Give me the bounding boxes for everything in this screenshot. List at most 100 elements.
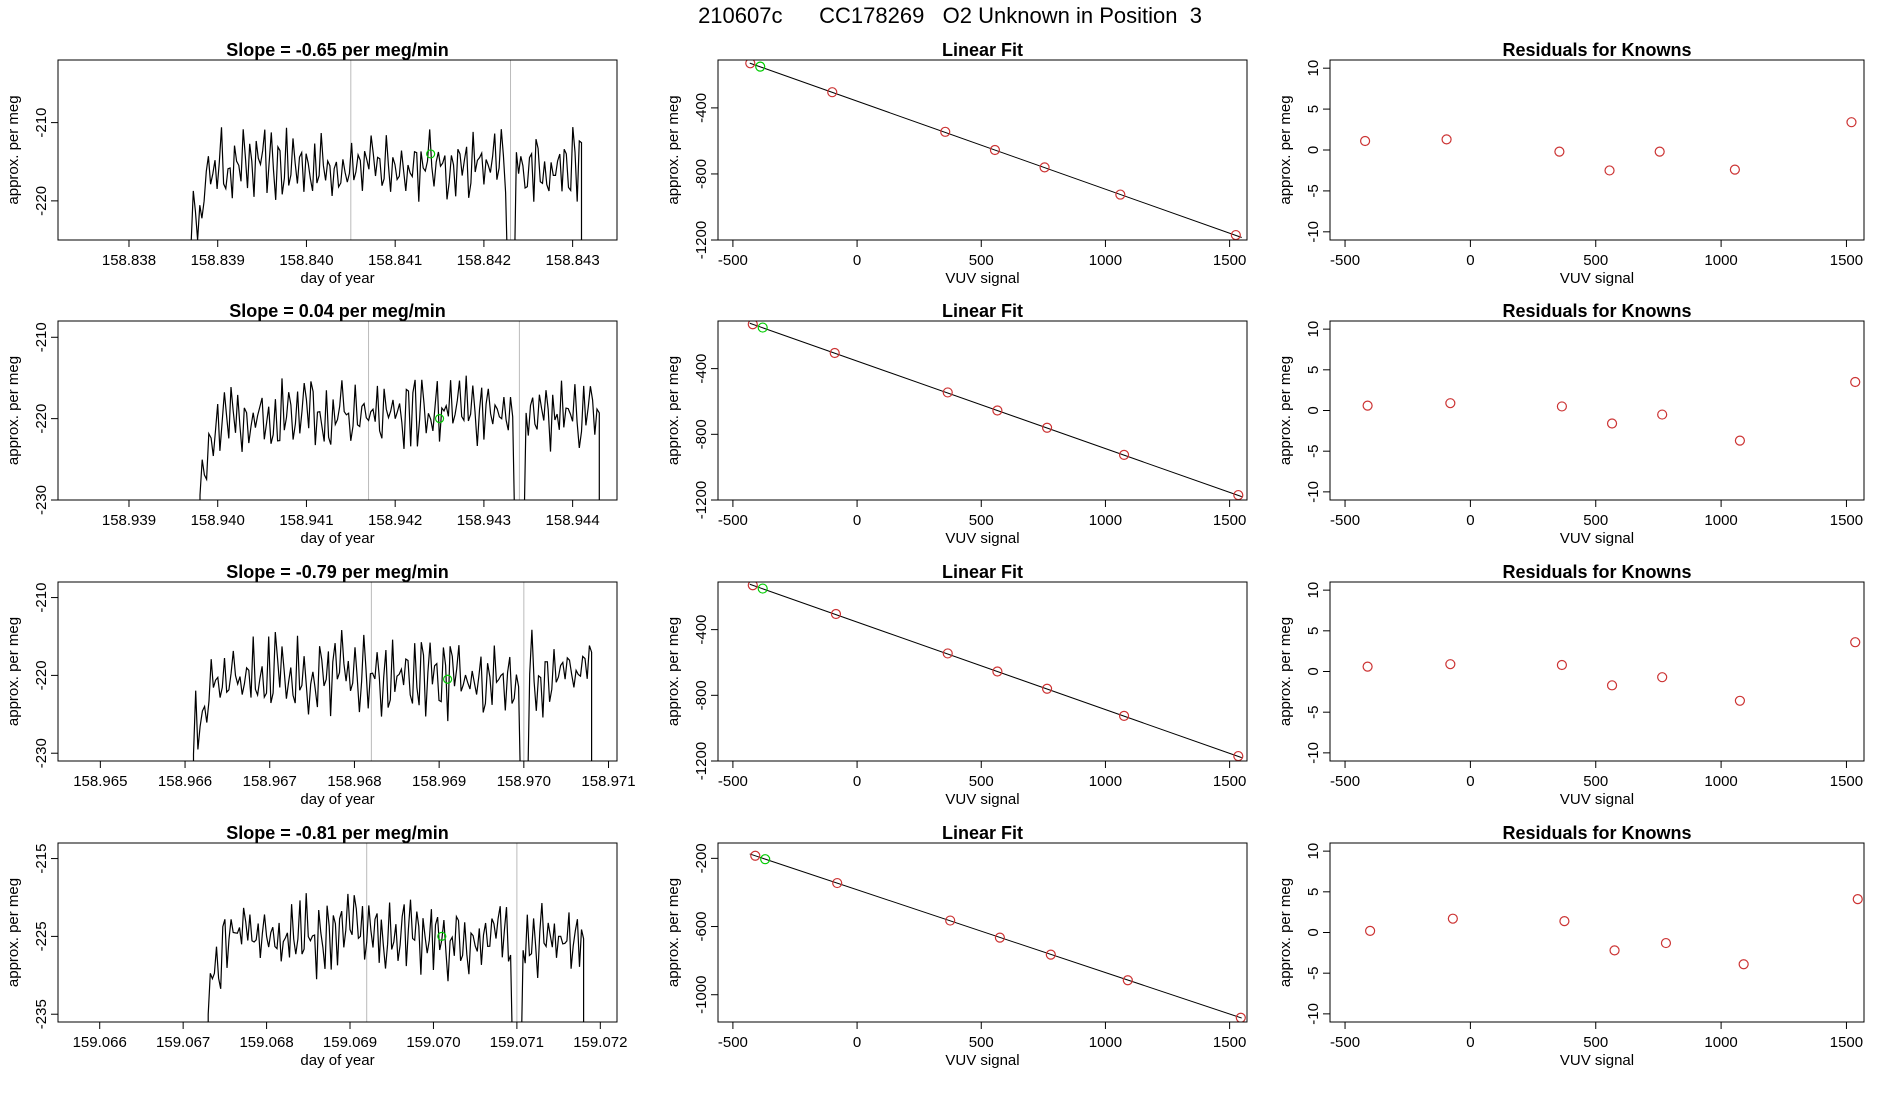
plot-area [749,850,1246,1022]
y-tick-label: 5 [1305,366,1322,374]
y-tick-label: 10 [1305,582,1322,599]
y-axis-label: approx. per meg [665,356,682,465]
plot-frame [717,842,1248,1023]
panel-linear-fit-row-4: Linear Fit -500 0 500 1000 1500 -1000 -600 -200 V… [665,823,1248,1069]
residual-point [1365,925,1376,936]
residual-point [1556,401,1568,412]
x-tick-label: 159.070 [406,1034,460,1051]
panel-linear-fit-row-1: Linear Fit -500 0 500 1000 1500 -1200 -800 -400 V… [665,40,1248,287]
x-tick-label: 159.066 [73,1034,127,1051]
y-tick-label: -210 [33,108,50,138]
x-tick-label: 500 [969,773,994,790]
x-tick-label: 0 [1466,773,1474,790]
known-point [1118,449,1130,460]
x-axis-label: VUV signal [1560,530,1634,547]
x-axis-label: VUV signal [945,791,1019,808]
y-tick-label: -200 [693,843,710,873]
x-axis-label: VUV signal [945,1052,1019,1069]
unknown-point [755,61,766,72]
y-axis-label: approx. per meg [1277,617,1294,726]
x-tick-label: 158.971 [581,773,635,790]
x-tick-label: 158.965 [73,773,127,790]
y-tick-label: -400 [693,615,710,645]
residual-point [1654,146,1665,157]
y-axis-label: approx. per meg [665,878,682,987]
y-tick-label: -210 [33,583,50,613]
plot-frame [717,581,1248,762]
x-tick-label: 158.968 [327,773,381,790]
x-tick-label: -500 [718,252,748,269]
panel-linear-fit-row-2: Linear Fit -500 0 500 1000 1500 -1200 -800 -400 V… [665,301,1248,547]
known-point [989,144,1001,156]
y-tick-label: -5 [1305,967,1322,980]
x-tick-label: 0 [853,512,861,529]
residual-point [1846,117,1857,128]
x-tick-label: 1500 [1830,512,1863,529]
x-tick-label: 500 [1583,773,1608,790]
y-tick-label: 10 [1305,321,1322,338]
x-tick-label: 158.969 [412,773,466,790]
known-point [1122,975,1133,986]
panel-title: Residuals for Knowns [1502,823,1691,843]
unknown-point [757,583,768,594]
panel-residuals-row-3: Residuals for Knowns -500 0 500 1000 1500 -10 -… [1277,562,1865,808]
fit-line [749,62,1242,238]
x-tick-label: 0 [1466,512,1474,529]
residual-point [1556,659,1568,671]
x-tick-label: 0 [853,773,861,790]
plot-frame [1329,842,1865,1023]
x-tick-label: 0 [1466,1034,1474,1051]
x-tick-label: 1500 [1213,1034,1246,1051]
residual-point [1445,398,1456,409]
x-tick-label: 1000 [1704,252,1737,269]
x-tick-label: 500 [1583,252,1608,269]
x-tick-label: 500 [1583,1034,1608,1051]
x-tick-label: 159.071 [490,1034,544,1051]
x-tick-label: 158.838 [102,252,156,269]
residual-point [1738,959,1749,970]
y-tick-label: 0 [1305,928,1322,936]
x-axis-label: day of year [300,1052,374,1069]
panel-title: Linear Fit [942,40,1023,60]
x-tick-label: -500 [718,512,748,529]
x-tick-label: 1000 [1704,1034,1737,1051]
unknown-point [443,674,453,684]
x-tick-label: 1000 [1089,512,1122,529]
y-axis-label: approx. per meg [665,617,682,726]
y-axis-label: approx. per meg [5,356,22,465]
residual-point [1734,695,1746,706]
y-axis-label: approx. per meg [665,95,682,204]
known-point [747,321,758,330]
plot-frame [57,59,618,241]
y-tick-label: -230 [33,738,50,768]
residual-point [1609,945,1620,956]
residual-point [1441,134,1452,145]
panel-title: Linear Fit [942,823,1023,843]
x-axis-label: day of year [300,530,374,547]
plot-area [1362,376,1861,446]
known-point [942,648,953,659]
fit-line [749,322,1242,498]
x-tick-label: 1500 [1213,773,1246,790]
y-axis-label: approx. per meg [5,617,22,726]
y-axis-label: approx. per meg [5,95,22,204]
plot-frame [57,581,618,762]
panel-time-series-row-4: Slope = -0.81 per meg/min 159.066 159.067 1… [5,823,627,1069]
y-tick-label: -235 [33,999,50,1029]
y-tick-label: -400 [693,354,710,384]
x-tick-label: 158.939 [102,512,156,529]
known-point [832,877,843,889]
y-tick-label: -215 [33,844,50,874]
plot-frame [1329,59,1865,241]
panel-title: Slope = 0.04 per meg/min [229,301,446,321]
known-point [1041,422,1053,433]
fit-line [749,583,1242,759]
y-axis-label: approx. per meg [1277,878,1294,987]
y-tick-label: -10 [1305,481,1322,503]
signal-trace [192,629,593,761]
x-axis-label: VUV signal [945,530,1019,547]
panel-title: Slope = -0.81 per meg/min [226,823,449,843]
x-tick-label: 159.068 [239,1034,293,1051]
plot-frame [57,320,618,501]
